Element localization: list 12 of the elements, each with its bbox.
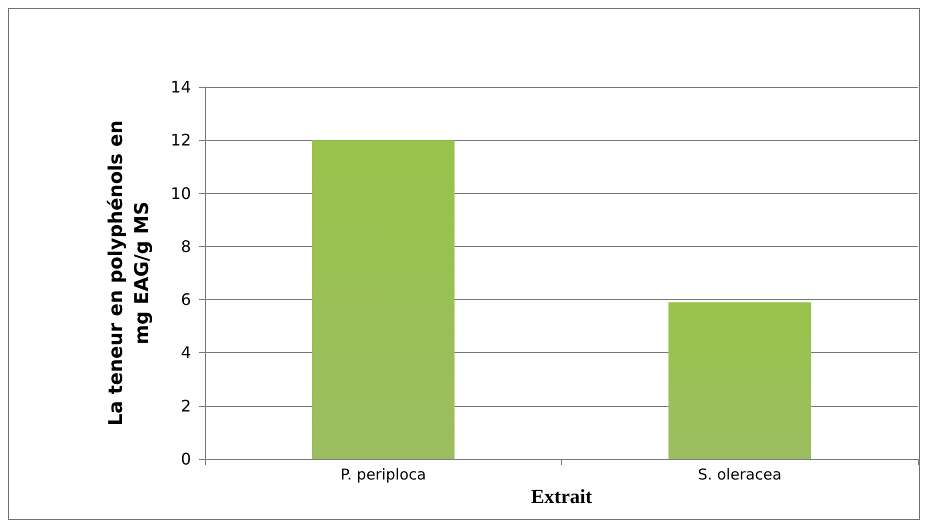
x-tick-label: P. periploca: [340, 466, 426, 484]
x-tick-label: S. oleracea: [698, 466, 782, 484]
y-tick-label: 12: [170, 130, 191, 150]
y-tick-label: 2: [180, 396, 191, 416]
y-axis-title: La teneur en polyphénols en mg EAG/g MS: [105, 120, 153, 426]
y-tick-label: 14: [170, 78, 191, 96]
x-axis-title: Extrait: [530, 486, 592, 508]
y-tick-label: 8: [180, 236, 191, 256]
y-tick-label: 10: [170, 184, 191, 203]
y-tick-label: 6: [180, 290, 191, 310]
y-tick-label: 0: [180, 450, 191, 468]
y-tick-label: 4: [180, 343, 191, 362]
